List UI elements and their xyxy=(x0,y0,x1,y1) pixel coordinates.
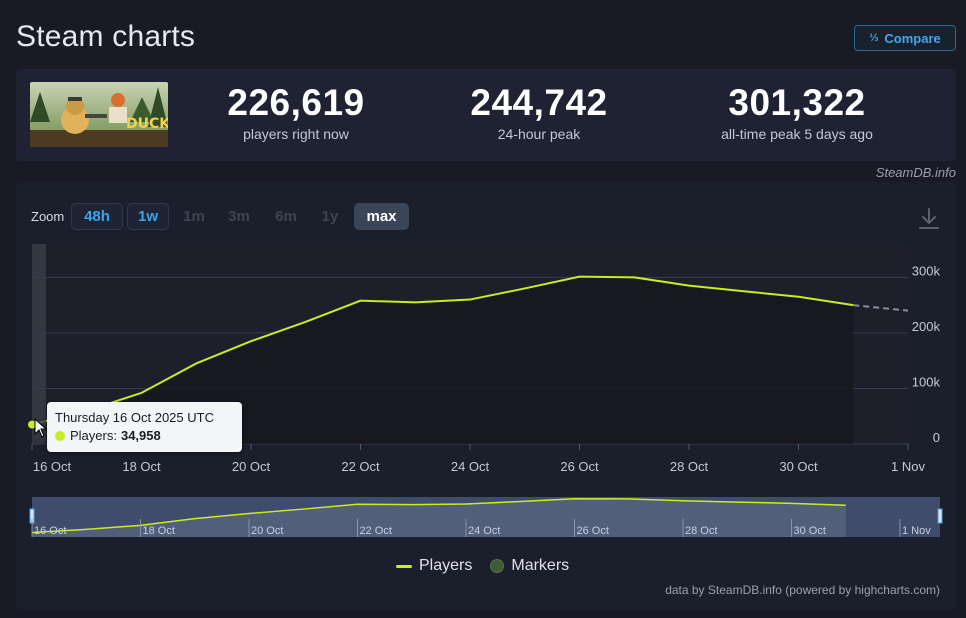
stats-panel: DUCKOV 226,619 players right now 244,742… xyxy=(16,69,956,161)
x-tick-label: 22 Oct xyxy=(341,459,380,474)
navigator-tick-label: 30 Oct xyxy=(794,525,826,537)
alltime-peak-value: 301,322 xyxy=(728,82,866,123)
peak-24h-label: 24-hour peak xyxy=(497,126,581,142)
x-tick-label: 18 Oct xyxy=(122,459,161,474)
svg-text:DUCKOV: DUCKOV xyxy=(126,116,168,132)
y-tick-label: 200k xyxy=(912,319,941,334)
navigator-tick-label: 26 Oct xyxy=(577,525,609,537)
stat-24h-peak: 244,742 24-hour peak xyxy=(459,81,619,142)
navigator-tick-label: 22 Oct xyxy=(360,525,392,537)
y-tick-label: 300k xyxy=(912,263,941,278)
navigator-tick-label: 24 Oct xyxy=(468,525,500,537)
mouse-cursor-icon xyxy=(34,418,48,438)
compare-icon: ⅓ xyxy=(869,31,879,44)
zoom-1w-button[interactable]: 1w xyxy=(127,203,169,230)
navigator-area xyxy=(32,498,846,537)
navigator-tick-label: 16 Oct xyxy=(34,525,66,537)
legend-players-swatch xyxy=(396,564,412,568)
hovered-point xyxy=(28,420,36,429)
navigator-tick-label: 28 Oct xyxy=(685,525,717,537)
x-tick-label: 26 Oct xyxy=(560,459,599,474)
zoom-label: Zoom xyxy=(31,209,65,224)
zoom-max-button[interactable]: max xyxy=(354,203,409,230)
navigator-tick-label: 1 Nov xyxy=(902,525,931,537)
navigator-right-handle xyxy=(937,508,943,524)
peak-24h-value: 244,742 xyxy=(470,82,608,123)
download-icon[interactable] xyxy=(918,207,940,231)
tooltip-series-row: Players: 34,958 xyxy=(55,428,242,443)
compare-button[interactable]: ⅓ Compare xyxy=(854,25,956,51)
hover-band xyxy=(32,244,46,444)
compare-label: Compare xyxy=(884,30,941,46)
legend-markers-label: Markers xyxy=(511,557,570,574)
footer-credit[interactable]: data by SteamDB.info (powered by highcha… xyxy=(665,583,940,597)
zoom-1y-button[interactable]: 1y xyxy=(321,208,339,225)
game-art-graphic: DUCKOV xyxy=(30,82,168,147)
game-header-image[interactable]: DUCKOV xyxy=(30,82,168,147)
navigator-line xyxy=(31,497,846,534)
stat-alltime-peak: 301,322 all-time peak 5 days ago xyxy=(712,81,882,142)
chart-legend: Players Markers xyxy=(396,557,569,575)
x-tick-label: 30 Oct xyxy=(779,459,818,474)
y-tick-label: 0 xyxy=(933,430,940,445)
x-tick-label: 28 Oct xyxy=(670,459,709,474)
players-now-label: players right now xyxy=(243,126,349,142)
y-tick-label: 100k xyxy=(912,374,941,389)
tooltip-series-label: Players: xyxy=(70,428,117,443)
chart-tooltip: Thursday 16 Oct 2025 UTC Players: 34,958 xyxy=(47,402,242,452)
projection-line xyxy=(853,304,909,312)
x-tick-label: 24 Oct xyxy=(451,459,490,474)
page-title: Steam charts xyxy=(16,20,196,53)
x-tick-label: 16 Oct xyxy=(33,459,72,474)
tooltip-series-dot xyxy=(55,430,65,441)
x-tick-label: 1 Nov xyxy=(891,459,925,474)
navigator-tick-label: 20 Oct xyxy=(251,525,283,537)
x-tick-label: 20 Oct xyxy=(232,459,271,474)
players-line xyxy=(31,275,854,426)
players-now-value: 226,619 xyxy=(227,82,365,123)
zoom-1m-button[interactable]: 1m xyxy=(183,208,205,225)
steamdb-credit[interactable]: SteamDB.info xyxy=(875,165,956,180)
legend-players-label: Players xyxy=(419,557,473,574)
navigator-tick-label: 18 Oct xyxy=(143,525,175,537)
legend-item-players[interactable]: Players xyxy=(396,557,472,575)
tooltip-value: 34,958 xyxy=(120,428,161,443)
legend-item-markers[interactable]: Markers xyxy=(490,557,569,575)
zoom-3m-button[interactable]: 3m xyxy=(228,208,250,225)
tooltip-date: Thursday 16 Oct 2025 UTC xyxy=(55,410,214,425)
zoom-48h-button[interactable]: 48h xyxy=(71,203,123,230)
legend-markers-swatch xyxy=(490,559,505,573)
stat-players-now: 226,619 players right now xyxy=(221,81,371,142)
zoom-6m-button[interactable]: 6m xyxy=(275,208,297,225)
alltime-peak-label: all-time peak 5 days ago xyxy=(721,126,873,142)
